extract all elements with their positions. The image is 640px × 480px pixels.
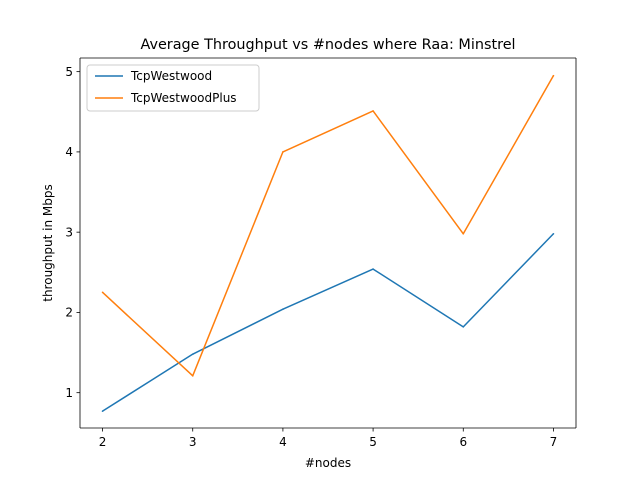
y-tick-label: 5 (65, 65, 73, 79)
x-tick-label: 5 (369, 435, 377, 449)
plot-area (80, 58, 576, 428)
data-point-tcpwestwood (372, 268, 374, 270)
legend-label-tcpwestwood: TcpWestwood (130, 69, 212, 83)
legend: TcpWestwood TcpWestwoodPlus (86, 64, 260, 112)
data-point-tcpwestwood (552, 232, 555, 235)
data-point-tcpwestwoodplus (462, 232, 465, 235)
x-tick-label: 4 (279, 435, 287, 449)
data-point-tcpwestwood (191, 353, 194, 355)
y-tick-label: 2 (65, 306, 73, 320)
chart-title: Average Throughput vs #nodes where Raa: … (140, 37, 515, 53)
x-axis-ticks: 2 3 4 5 6 7 (99, 428, 558, 449)
y-axis-label: throughput in Mbps (41, 184, 55, 302)
series-layer (101, 74, 555, 412)
y-tick-label: 4 (65, 145, 73, 159)
plot-frame (79, 57, 577, 429)
y-axis-ticks: 1 2 3 4 5 (65, 65, 80, 400)
data-point-tcpwestwoodplus (372, 110, 374, 112)
x-tick-label: 2 (99, 435, 107, 449)
y-tick-label: 1 (65, 386, 73, 400)
data-point-tcpwestwood (462, 326, 465, 328)
legend-box (86, 64, 260, 112)
x-tick-label: 6 (459, 435, 467, 449)
x-axis-label: #nodes (305, 456, 351, 470)
series-line-tcpwestwood (102, 233, 554, 412)
x-tick-label: 3 (189, 435, 197, 449)
data-point-tcpwestwoodplus (101, 291, 104, 294)
data-point-tcpwestwood (282, 308, 284, 311)
data-point-tcpwestwoodplus (191, 375, 194, 377)
legend-label-tcpwestwoodplus: TcpWestwoodPlus (130, 91, 237, 105)
data-point-tcpwestwoodplus (552, 74, 555, 77)
y-tick-label: 3 (65, 225, 73, 239)
x-tick-label: 7 (550, 435, 558, 449)
series-line-tcpwestwoodplus (102, 75, 555, 377)
data-point-tcpwestwoodplus (282, 151, 284, 153)
data-point-tcpwestwood (101, 410, 104, 412)
